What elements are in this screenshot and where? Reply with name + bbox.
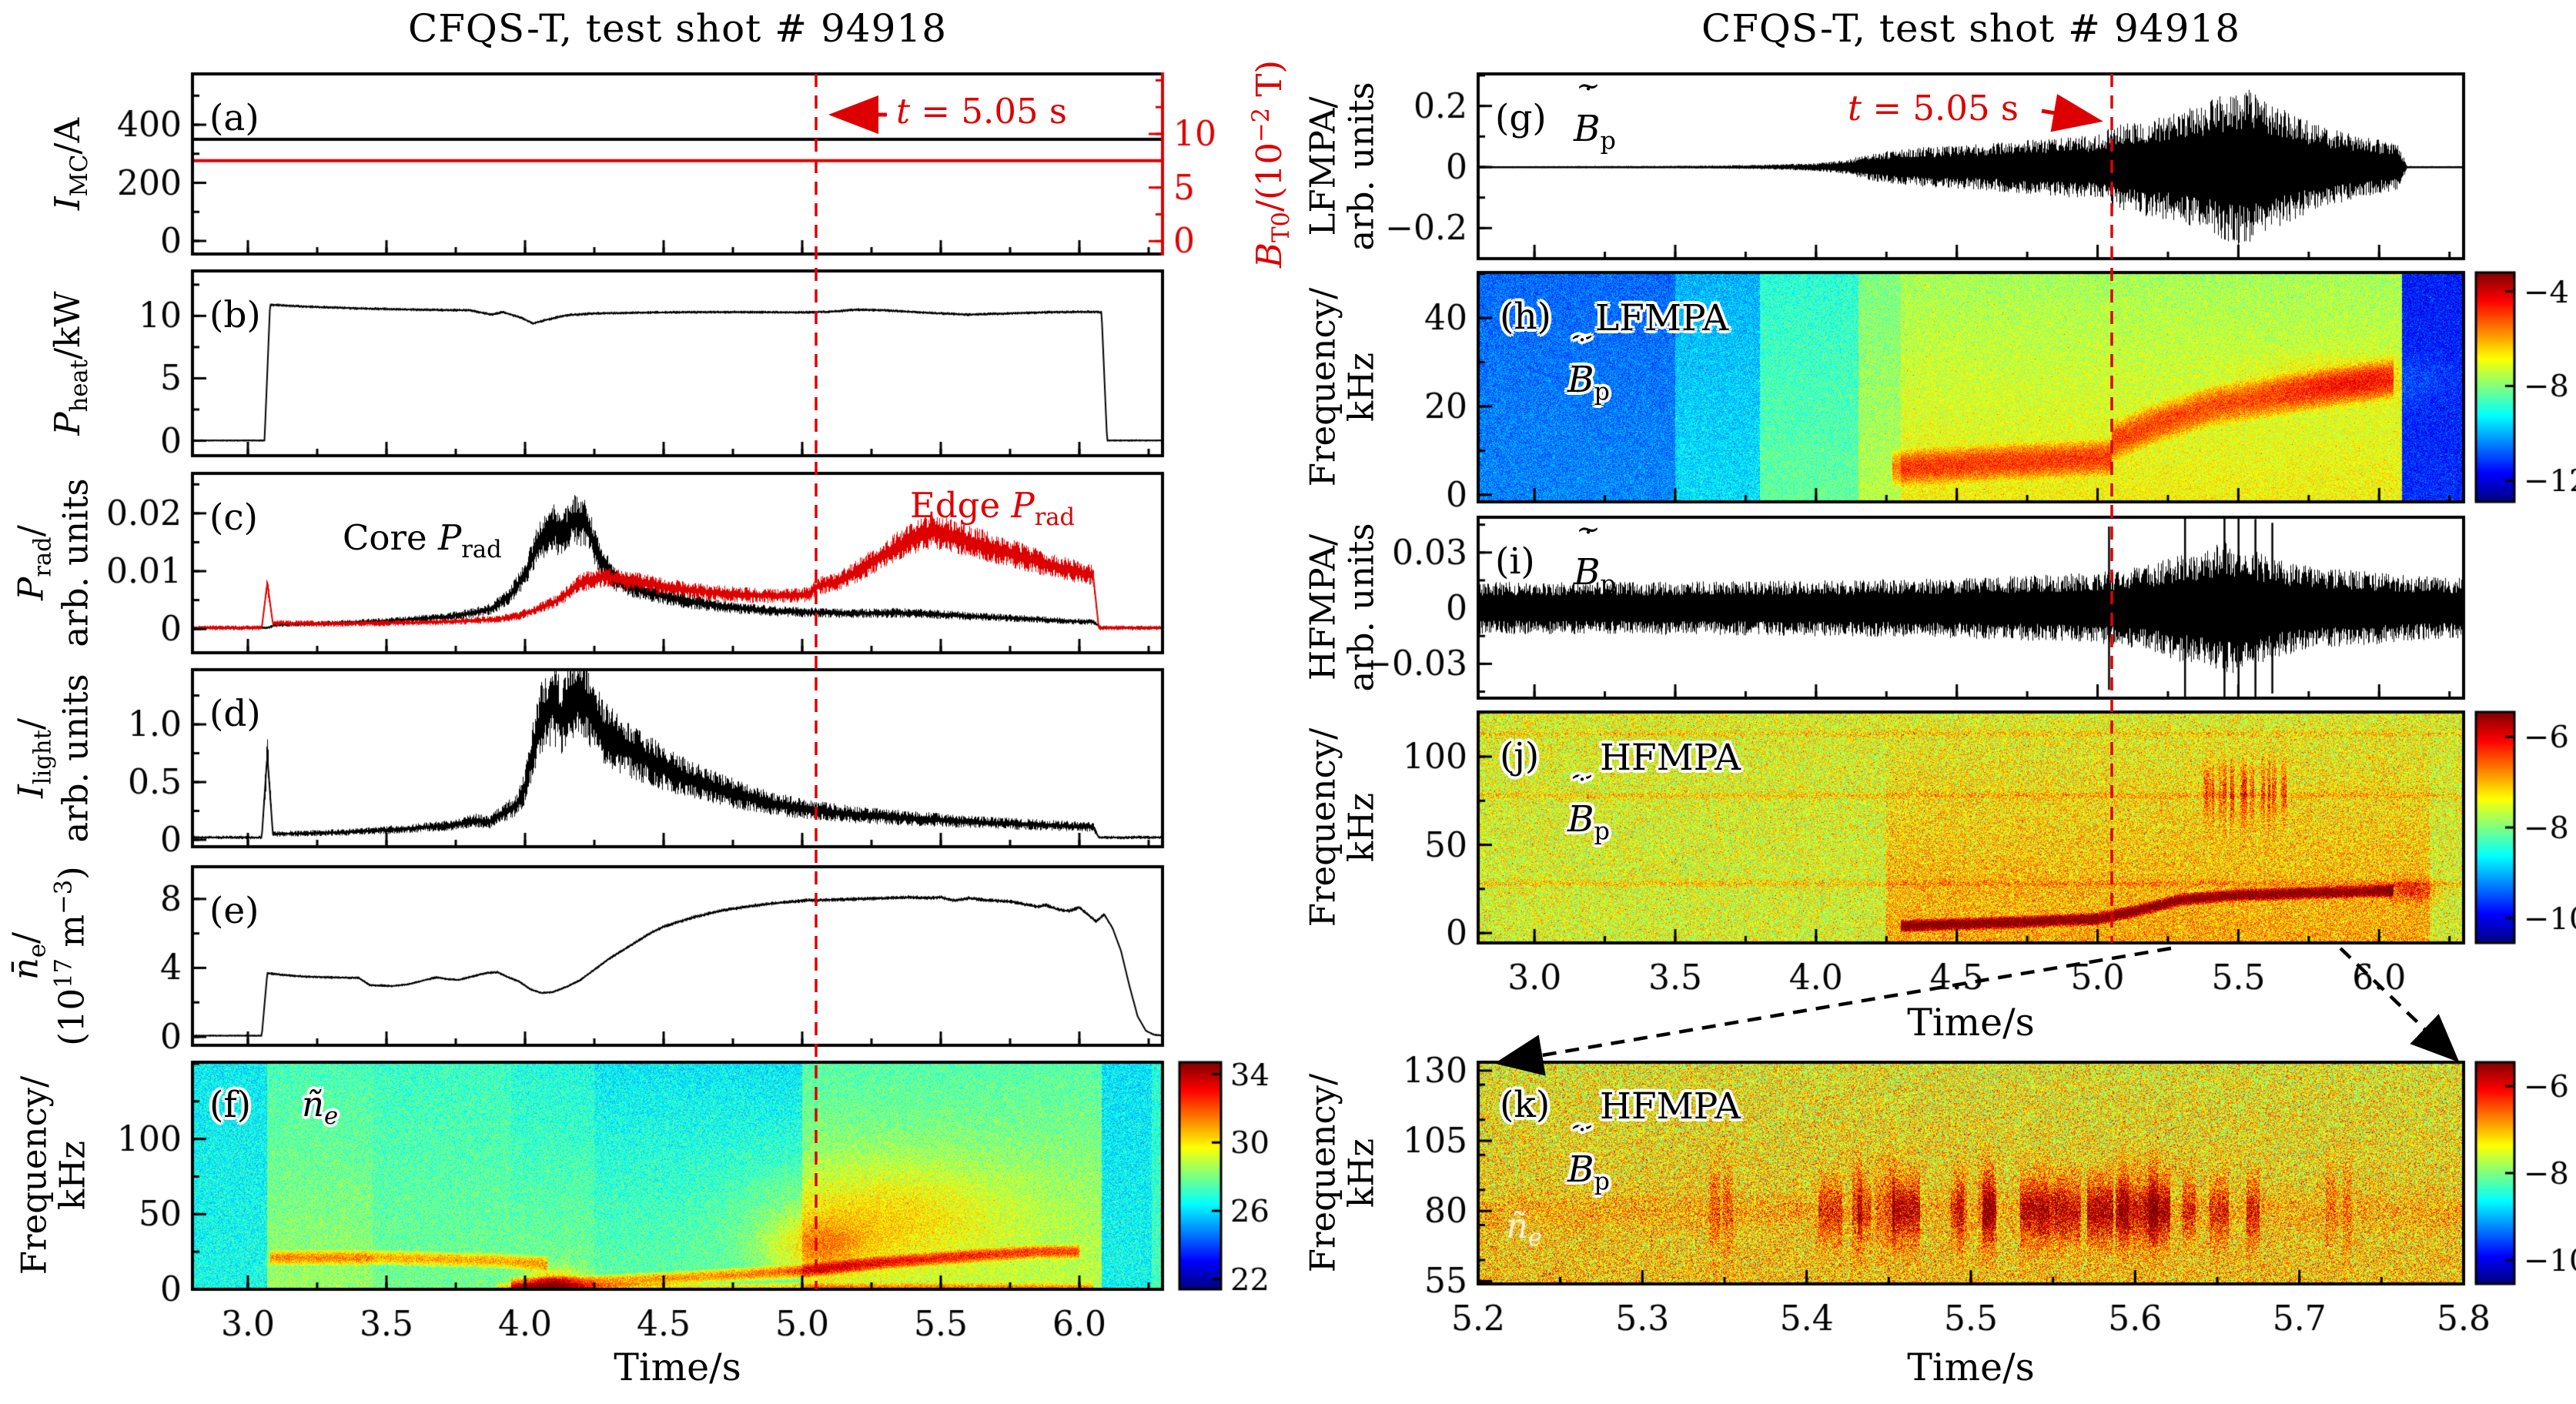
- title-left: CFQS-T, test shot # 94918: [407, 6, 948, 51]
- panel-letter-g: (g): [1495, 97, 1547, 139]
- panel-letter-j: (j): [1500, 735, 1540, 777]
- bp-dot-label-g: ~ ˙ Bp: [1574, 68, 1617, 155]
- xlabel-time-k: Time/s: [1907, 1346, 2035, 1389]
- panel-letter-k: (k): [1500, 1084, 1551, 1126]
- bp-dot-label-k: ~ ˙ Bp: [1567, 1108, 1611, 1196]
- panel-j-hfmpa-spectrogram: [1363, 700, 2556, 1017]
- colorbar-k: [2472, 1053, 2576, 1302]
- panel-letter-a: (a): [209, 97, 259, 139]
- ne-tilde-label-k: ñe: [1506, 1205, 1543, 1252]
- title-right: CFQS-T, test shot # 94918: [1701, 6, 2241, 51]
- panel-letter-f: (f): [209, 1084, 252, 1126]
- panel-letter-h: (h): [1500, 296, 1551, 338]
- panel-letter-e: (e): [209, 890, 259, 932]
- time-annotation-a: t = 5.05 s: [896, 91, 1067, 132]
- hfmpa-tag-j: HFMPA: [1600, 737, 1741, 779]
- edge-prad-label: Edge Prad: [910, 485, 1076, 531]
- core-prad-label: Core Prad: [343, 517, 502, 563]
- xlabel-time-left: Time/s: [614, 1346, 741, 1389]
- panel-letter-c: (c): [209, 496, 258, 539]
- bp-dot-label-i: ~ ˙ Bp: [1574, 511, 1617, 599]
- panel-k-hfmpa-zoom-spectrogram: [1363, 1050, 2556, 1358]
- bp-dot-label-h: ~ ˙ Bp: [1567, 319, 1611, 406]
- xlabel-time-j: Time/s: [1907, 1001, 2035, 1045]
- colorbar-j: [2472, 703, 2576, 961]
- time-annotation-g: t = 5.05 s: [1848, 88, 2019, 129]
- ne-tilde-label-f: ñe: [302, 1084, 339, 1130]
- hfmpa-tag-k: HFMPA: [1600, 1085, 1741, 1128]
- colorbar-h: [2472, 263, 2576, 520]
- panel-f-ne-spectrogram: [77, 1050, 1255, 1363]
- panel-letter-d: (d): [209, 693, 261, 735]
- panel-letter-b: (b): [209, 294, 261, 336]
- lfmpa-tag-h: LFMPA: [1595, 297, 1729, 339]
- colorbar-f: [1176, 1053, 1313, 1308]
- panel-letter-i: (i): [1495, 540, 1535, 583]
- bp-dot-label-j: ~ ˙ Bp: [1567, 758, 1611, 846]
